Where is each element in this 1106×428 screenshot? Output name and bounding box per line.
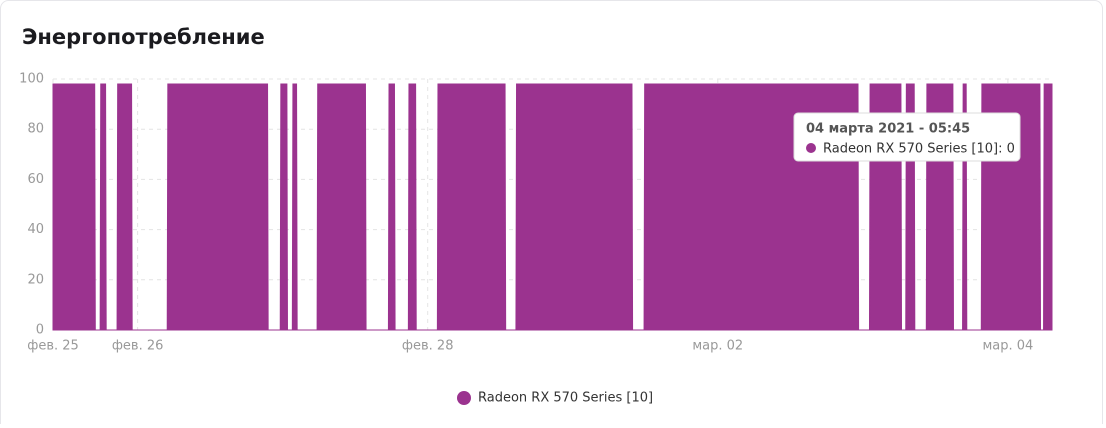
- y-tick-label: 40: [27, 222, 44, 237]
- x-tick-label: мар. 02: [692, 339, 743, 354]
- tooltip: 04 марта 2021 - 05:45 Radeon RX 570 Seri…: [793, 112, 1021, 162]
- tooltip-title: 04 марта 2021 - 05:45: [806, 122, 970, 137]
- x-tick-label: мар. 04: [982, 339, 1033, 354]
- legend-marker: [457, 391, 471, 405]
- chart-title: Энергопотребление: [22, 25, 265, 49]
- y-tick-label: 100: [19, 72, 44, 87]
- y-tick-label: 20: [27, 272, 44, 287]
- y-tick-label: 80: [27, 122, 44, 137]
- tooltip-text: Radeon RX 570 Series [10]: 0: [823, 142, 1015, 157]
- legend-label: Radeon RX 570 Series [10]: [478, 391, 653, 406]
- x-tick-label: фев. 26: [112, 339, 164, 354]
- x-tick-label: фев. 28: [402, 339, 454, 354]
- tooltip-marker: [806, 143, 816, 153]
- x-tick-label: фев. 25: [27, 339, 79, 354]
- y-tick-label: 0: [36, 323, 44, 338]
- y-tick-label: 60: [27, 172, 44, 187]
- tooltip-box: [793, 112, 1021, 162]
